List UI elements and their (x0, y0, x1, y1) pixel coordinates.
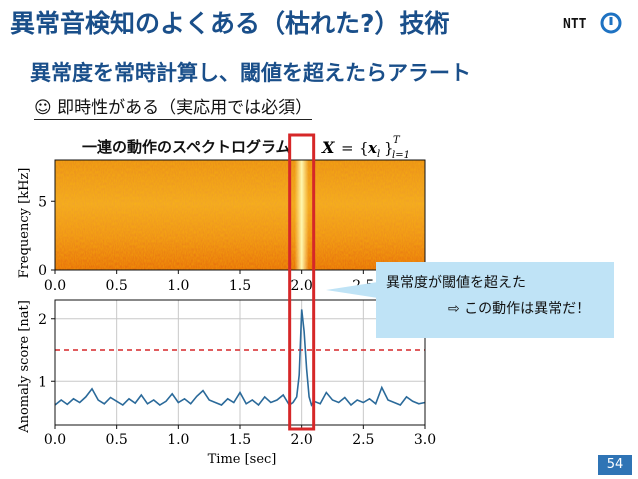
ntt-ring-icon (600, 12, 622, 34)
callout-line-2: ⇨ この動作は異常だ！ (448, 301, 591, 317)
slide-subtitle: 異常度を常時計算し、閾値を超えたらアラート (30, 61, 471, 85)
ntt-logo: NTT (563, 12, 627, 38)
spectrogram-x-tick-label: 2.0 (291, 278, 313, 294)
score-y-tick-label: 2 (38, 312, 47, 328)
score-y-tick-label: 1 (38, 374, 47, 390)
spectrogram (54, 159, 426, 271)
slide-title: 異常音検知のよくある（枯れた?）技術 (10, 9, 450, 38)
spectrogram-x-tick-label: 0.0 (44, 278, 66, 294)
spectrogram-y-tick-label: 0 (38, 263, 47, 279)
score-x-tick-label: 0.5 (106, 432, 128, 448)
anomaly-score-line (54, 309, 426, 407)
math-x: x (367, 139, 378, 157)
logo-text: NTT (563, 17, 587, 32)
math-eq: = (341, 139, 354, 157)
callout-line-1: 異常度が閾値を超えた (386, 275, 526, 291)
spectrogram-x-tick-label: 1.5 (229, 278, 251, 294)
spectrogram-texture (55, 160, 425, 270)
anomaly-highlight-box (288, 133, 316, 431)
callout-box: 異常度が閾値を超えた ⇨ この動作は異常だ！ (376, 262, 614, 338)
math-X: X (321, 138, 335, 157)
score-y-ticks: 12 (38, 312, 55, 390)
score-x-ticks: 0.0 0.5 1.0 1.5 2.0 2.5 3.0 (44, 425, 436, 448)
math-sub-l: l (377, 149, 380, 160)
score-ylabel: Anomaly score [nat] (17, 300, 32, 434)
math-lbrace: { (359, 139, 369, 157)
score-x-tick-label: 1.5 (229, 432, 251, 448)
math-sub-range: l=1 (392, 150, 410, 161)
spectrogram-bright-band (294, 160, 309, 270)
score-x-tick-label: 0.0 (44, 432, 66, 448)
figure-caption: 一連の動作のスペクトログラム (82, 138, 291, 156)
page-number: 54 (598, 455, 632, 475)
score-x-tick-label: 1.0 (167, 432, 189, 448)
math-sup-T: T (393, 135, 401, 146)
score-xlabel: Time [sec] (208, 452, 277, 467)
score-x-tick-label: 2.5 (352, 432, 374, 448)
score-x-tick-label: 2.0 (291, 432, 313, 448)
spectrogram-ylabel: Frequency [kHz] (17, 168, 32, 279)
math-rbrace: } (384, 139, 394, 157)
caption-math: X = { x l } T l=1 (321, 135, 410, 161)
spectrogram-x-tick-label: 0.5 (106, 278, 128, 294)
spectrogram-x-tick-label: 1.0 (167, 278, 189, 294)
spectrogram-y-ticks: 05 (38, 194, 55, 279)
bullet-point: ☺ 即時性がある（実応用では必須） (34, 93, 313, 120)
callout-pointer (326, 282, 378, 298)
spectrogram-y-tick-label: 5 (38, 194, 47, 210)
score-x-tick-label: 3.0 (414, 432, 436, 448)
score-grid (54, 300, 426, 425)
